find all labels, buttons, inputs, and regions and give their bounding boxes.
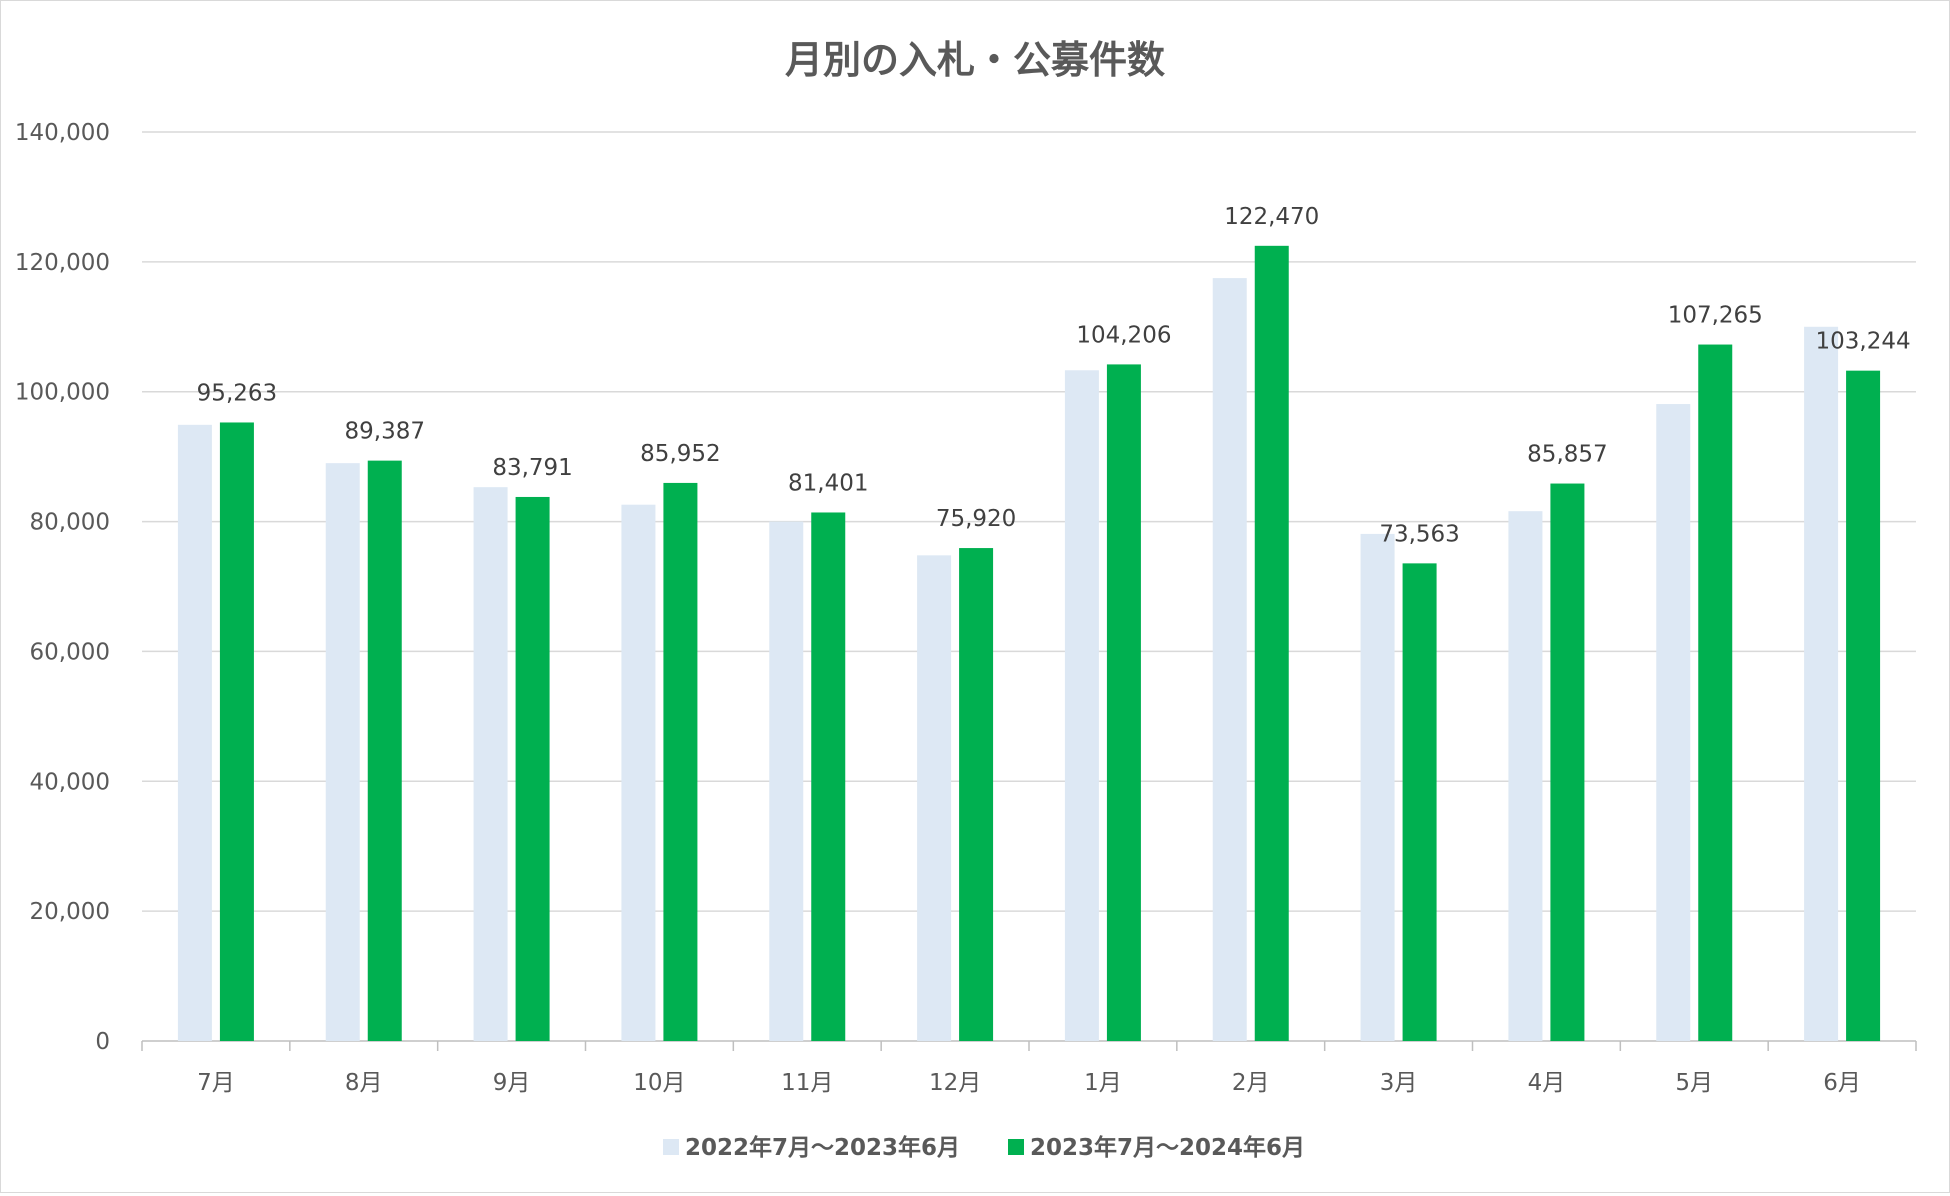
bar-2023-2024 [663, 482, 698, 1042]
bar-2022-2023 [325, 463, 360, 1041]
data-label: 85,952 [640, 441, 720, 467]
bar-2022-2023 [473, 487, 508, 1041]
bar-2023-2024 [1698, 344, 1733, 1041]
y-tick-label: 100,000 [15, 380, 110, 406]
bar-2022-2023 [769, 521, 804, 1041]
x-tick-label: 9月 [493, 1070, 531, 1096]
data-label: 89,387 [345, 419, 425, 445]
gridlines [142, 131, 1916, 912]
data-label: 75,920 [936, 506, 1016, 532]
data-label: 107,265 [1668, 303, 1763, 329]
bar-2022-2023 [177, 424, 212, 1041]
y-tick-label: 60,000 [30, 639, 110, 665]
x-tick-label: 5月 [1675, 1070, 1713, 1096]
y-tick-label: 120,000 [15, 250, 110, 276]
legend-swatch-2023-2024 [1008, 1139, 1024, 1155]
bars [177, 245, 1881, 1042]
bar-2022-2023 [917, 555, 952, 1041]
bar-2023-2024 [1106, 364, 1141, 1041]
bar-2022-2023 [1804, 326, 1839, 1041]
chart-title: 月別の入札・公募件数 [785, 38, 1165, 82]
data-label: 95,263 [197, 380, 277, 406]
y-tick-label: 140,000 [15, 120, 110, 146]
bar-2023-2024 [1846, 370, 1881, 1041]
bar-2023-2024 [515, 496, 550, 1041]
bar-2023-2024 [1402, 563, 1437, 1041]
bar-2023-2024 [959, 548, 994, 1041]
data-label: 85,857 [1527, 442, 1607, 468]
data-label: 73,563 [1379, 521, 1459, 547]
x-tick-label: 7月 [197, 1070, 235, 1096]
bar-2023-2024 [1254, 245, 1289, 1042]
x-tick-label: 1月 [1084, 1070, 1122, 1096]
bar-2022-2023 [1508, 511, 1543, 1041]
bar-2023-2024 [219, 422, 254, 1041]
bar-2022-2023 [1360, 533, 1395, 1041]
data-label: 103,244 [1816, 329, 1911, 355]
x-axis: 7月 8月 9月 10月 11月 12月 1月 2月 3月 4月 5月 6月 [141, 1040, 1917, 1096]
data-label: 83,791 [492, 455, 572, 481]
y-tick-label: 80,000 [30, 510, 110, 536]
data-label: 104,206 [1076, 322, 1171, 348]
bar-2023-2024 [367, 460, 402, 1041]
x-tick-label: 12月 [929, 1070, 981, 1096]
bar-2023-2024 [811, 512, 846, 1041]
legend-label-2022-2023: 2022年7月～2023年6月 [685, 1134, 960, 1161]
bar-2022-2023 [1656, 404, 1691, 1041]
legend-swatch-2022-2023 [663, 1139, 679, 1155]
bar-2022-2023 [621, 504, 656, 1041]
x-tick-label: 10月 [633, 1070, 685, 1096]
legend-label-2023-2024: 2023年7月～2024年6月 [1030, 1134, 1305, 1161]
data-label: 81,401 [788, 470, 868, 496]
data-labels: 95,263 89,387 83,791 85,952 81,401 75,920 104,… [197, 204, 1911, 548]
bar-2022-2023 [1212, 278, 1247, 1041]
x-tick-label: 8月 [345, 1070, 383, 1096]
legend: 2022年7月～2023年6月 2023年7月～2024年6月 [663, 1134, 1305, 1161]
bar-2022-2023 [1064, 370, 1099, 1042]
y-axis: 0 20,000 40,000 60,000 80,000 100,000 120,000 1… [15, 120, 110, 1055]
y-tick-label: 0 [95, 1029, 110, 1055]
y-tick-label: 40,000 [30, 769, 110, 795]
data-label: 122,470 [1224, 204, 1319, 230]
y-tick-label: 20,000 [30, 899, 110, 925]
x-tick-label: 6月 [1823, 1070, 1861, 1096]
x-tick-label: 3月 [1380, 1070, 1418, 1096]
x-tick-label: 2月 [1232, 1070, 1270, 1096]
x-tick-label: 11月 [781, 1070, 833, 1096]
bar-2023-2024 [1550, 483, 1585, 1042]
x-tick-label: 4月 [1528, 1070, 1566, 1096]
